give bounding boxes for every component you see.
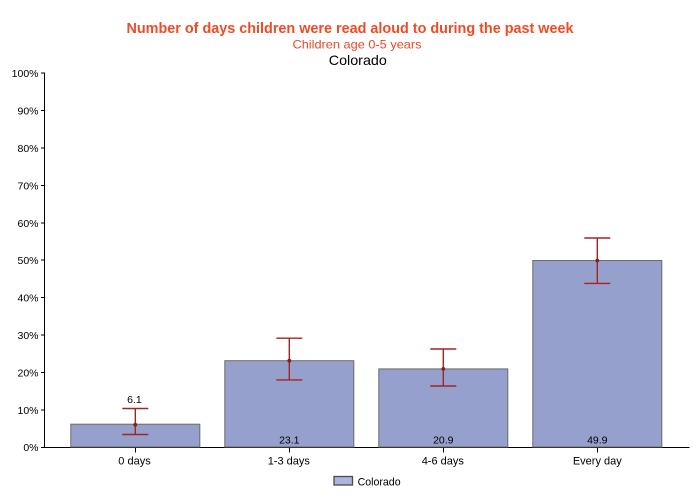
svg-text:40%: 40% (17, 293, 38, 305)
svg-text:80%: 80% (17, 143, 38, 155)
svg-text:Children age 0-5 years: Children age 0-5 years (293, 38, 422, 52)
svg-text:30%: 30% (17, 330, 38, 342)
svg-text:100%: 100% (12, 68, 39, 80)
svg-text:0 days: 0 days (118, 455, 151, 467)
svg-text:23.1: 23.1 (279, 435, 300, 447)
svg-text:60%: 60% (17, 218, 38, 230)
svg-text:6.1: 6.1 (127, 394, 142, 406)
svg-text:20%: 20% (17, 367, 38, 379)
svg-text:49.9: 49.9 (587, 435, 608, 447)
svg-text:Every day: Every day (573, 455, 622, 467)
svg-text:Number of days children were r: Number of days children were read aloud … (127, 21, 575, 37)
svg-text:20.9: 20.9 (433, 435, 454, 447)
svg-text:Colorado: Colorado (358, 477, 401, 489)
svg-text:Colorado: Colorado (329, 52, 387, 68)
svg-text:10%: 10% (17, 405, 38, 417)
svg-text:70%: 70% (17, 180, 38, 192)
svg-text:90%: 90% (17, 106, 38, 118)
svg-text:4-6 days: 4-6 days (422, 455, 465, 467)
svg-text:0%: 0% (23, 442, 38, 454)
svg-text:1-3 days: 1-3 days (268, 455, 311, 467)
svg-text:50%: 50% (17, 255, 38, 267)
